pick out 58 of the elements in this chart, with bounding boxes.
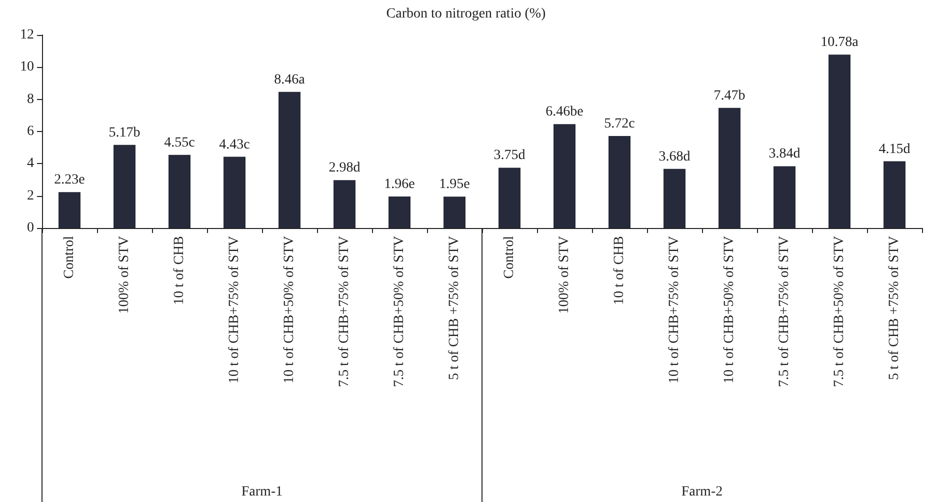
bar bbox=[278, 92, 300, 228]
bar bbox=[334, 180, 356, 228]
bar bbox=[774, 166, 796, 228]
x-tick-label: 5 t of CHB +75% of STV bbox=[887, 236, 902, 380]
y-tick-label: 4 bbox=[27, 156, 34, 172]
x-tick-label: 10 t of CHB bbox=[612, 236, 627, 305]
x-tick-label: 7.5 t of CHB+75% of STV bbox=[337, 236, 352, 388]
bar bbox=[58, 192, 80, 228]
bar bbox=[664, 168, 686, 228]
data-label: 3.84d bbox=[768, 146, 800, 162]
chart-title: Carbon to nitrogen ratio (%) bbox=[386, 6, 546, 22]
data-label: 2.98d bbox=[328, 160, 360, 176]
y-tick-label: 8 bbox=[27, 92, 34, 107]
x-tick-label: 10 t of CHB+50% of STV bbox=[722, 236, 737, 384]
x-tick-label: 10 t of CHB+75% of STV bbox=[667, 236, 682, 384]
bar bbox=[168, 154, 190, 228]
text: Farm-2 bbox=[681, 484, 723, 500]
bar bbox=[608, 136, 630, 228]
data-label: 10.78a bbox=[820, 35, 860, 50]
data-label: 4.15d bbox=[878, 142, 910, 157]
data-label: 6.46be bbox=[546, 104, 584, 120]
bar bbox=[828, 54, 850, 228]
data-label: 3.68d bbox=[658, 149, 690, 164]
y-tick-label: 10 bbox=[20, 60, 34, 75]
data-label: 7.47b bbox=[714, 88, 746, 104]
data-label: 3.75d bbox=[494, 148, 526, 164]
text: Farm-1 bbox=[241, 484, 283, 500]
data-label: 4.43c bbox=[219, 137, 250, 152]
data-label: 8.46a bbox=[274, 72, 306, 88]
x-tick-label: 10 t of CHB bbox=[172, 236, 187, 305]
data-label: 4.55c bbox=[164, 135, 195, 150]
data-label: 5.17b bbox=[108, 125, 140, 140]
y-tick-label: 2 bbox=[27, 188, 34, 204]
x-tick-label: 10 t of CHB+75% of STV bbox=[227, 236, 242, 384]
x-tick-label: Control bbox=[502, 236, 517, 279]
y-tick-label: 12 bbox=[20, 28, 34, 42]
data-label: 1.95e bbox=[439, 177, 470, 192]
bar bbox=[388, 196, 410, 228]
bar bbox=[554, 124, 576, 228]
x-tick-label: 100% of STV bbox=[117, 236, 132, 314]
y-tick-label: 0 bbox=[27, 220, 34, 236]
data-label: 5.72c bbox=[604, 116, 635, 132]
x-tick-label: 7.5 t of CHB+50% of STV bbox=[392, 236, 407, 388]
data-label: 1.96e bbox=[384, 176, 415, 192]
data-label: 2.23e bbox=[54, 172, 85, 188]
x-tick-label: 7.5 t of CHB+75% of STV bbox=[777, 236, 792, 388]
y-tick-label: 6 bbox=[27, 124, 34, 139]
x-tick-label: 5 t of CHB +75% of STV bbox=[447, 236, 462, 380]
x-tick-label: Control bbox=[62, 236, 77, 279]
x-tick-label: 10 t of CHB+50% of STV bbox=[282, 236, 297, 384]
x-tick-label: 7.5 t of CHB+50% of STV bbox=[832, 236, 847, 388]
bar bbox=[718, 108, 740, 228]
bar bbox=[444, 196, 466, 228]
x-tick-label: 100% of STV bbox=[557, 236, 572, 314]
bar bbox=[498, 168, 520, 228]
bar bbox=[114, 144, 136, 228]
bar bbox=[884, 161, 906, 228]
bar bbox=[224, 156, 246, 228]
